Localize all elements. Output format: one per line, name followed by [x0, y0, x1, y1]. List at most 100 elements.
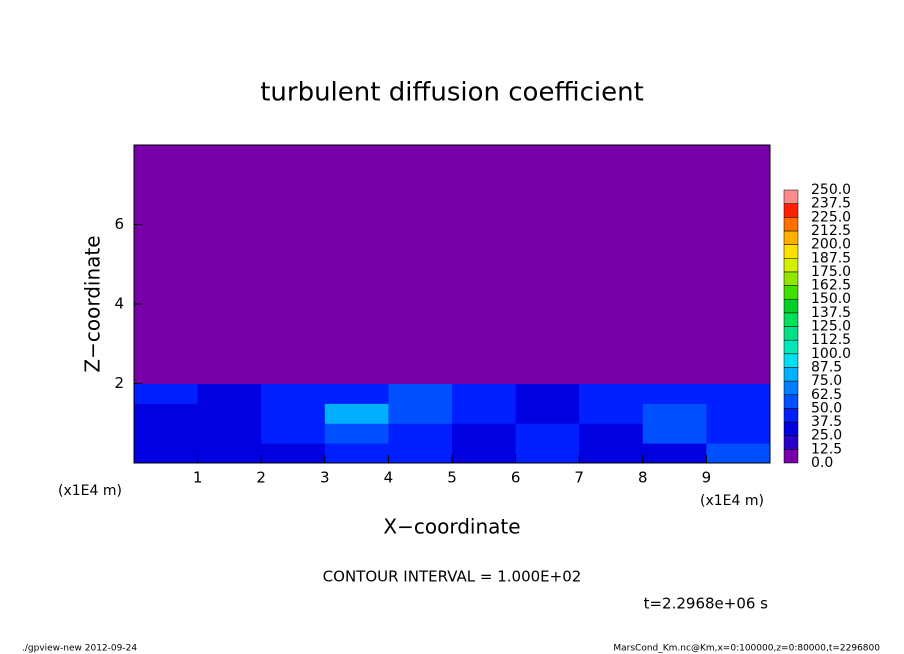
axes: 1 2 3 4 5 6 7 8 9 2 4 6 0.012.525.037.550.062.575.08…	[114, 144, 851, 487]
x-tick-label: 1	[193, 469, 203, 487]
colorbar-label: 212.5	[811, 223, 851, 239]
cell	[261, 145, 326, 384]
cell	[134, 383, 199, 404]
colorbar-label: 25.0	[811, 428, 842, 444]
cell	[134, 423, 199, 444]
x-tick-label: 8	[638, 469, 648, 487]
colorbar-swatch	[783, 312, 799, 327]
cell	[515, 423, 580, 444]
field	[134, 145, 771, 464]
cell	[197, 383, 262, 404]
cell	[515, 403, 580, 424]
footer-left: ./gpview-new 2012-09-24	[22, 644, 137, 654]
cell	[706, 383, 771, 404]
colorbar-swatch	[783, 230, 799, 245]
cell	[452, 145, 517, 384]
cell	[515, 383, 580, 404]
x-unit-left: (x1E4 m)	[58, 483, 122, 499]
colorbar-swatch	[783, 285, 799, 300]
cell	[579, 423, 644, 444]
colorbar-label: 137.5	[811, 305, 851, 321]
colorbar-label: 75.0	[811, 373, 842, 389]
colorbar-swatch	[783, 353, 799, 368]
cell	[261, 403, 326, 424]
cell	[261, 423, 326, 444]
cell	[134, 443, 199, 464]
colorbar-label: 50.0	[811, 400, 842, 416]
x-tick-label: 9	[702, 469, 712, 487]
cell	[579, 443, 644, 464]
cell	[642, 443, 707, 464]
colorbar-swatch	[783, 217, 799, 232]
colorbar-swatch	[783, 339, 799, 355]
cell	[642, 383, 707, 404]
cell	[515, 443, 580, 464]
cell	[452, 423, 517, 444]
cell	[706, 403, 771, 424]
y-tick-label: 6	[114, 215, 124, 233]
colorbar-label: 200.0	[811, 237, 851, 253]
x-tick-label: 2	[256, 469, 266, 487]
colorbar-label: 187.5	[811, 250, 851, 266]
colorbar-swatch	[783, 189, 799, 204]
time-label: t=2.2968e+06 s	[644, 595, 769, 613]
colorbar-swatch	[783, 421, 799, 436]
cell	[706, 423, 771, 444]
colorbar-swatch	[783, 326, 799, 341]
colorbar-swatch	[783, 244, 799, 259]
cell	[324, 423, 389, 444]
cell	[706, 145, 771, 384]
colorbar-swatch	[783, 258, 799, 273]
x-unit-right: (x1E4 m)	[700, 493, 764, 509]
cell	[388, 403, 453, 424]
colorbar-label: 0.0	[811, 455, 833, 471]
cell	[197, 443, 262, 464]
cell	[324, 383, 389, 404]
x-tick-label: 5	[447, 469, 457, 487]
cell	[388, 145, 453, 384]
cell	[642, 423, 707, 444]
x-tick-label: 4	[384, 469, 394, 487]
colorbar-swatch	[783, 394, 799, 409]
x-tick-label: 7	[574, 469, 584, 487]
cell	[579, 383, 644, 404]
cell	[261, 443, 326, 464]
cell	[388, 443, 453, 464]
colorbar-label: 175.0	[811, 264, 851, 280]
y-axis-label: Z−coordinate	[81, 235, 105, 372]
cell	[197, 423, 262, 444]
cell	[134, 145, 199, 384]
cell	[642, 403, 707, 424]
colorbar-swatch	[783, 367, 799, 382]
y-tick-label: 4	[114, 295, 124, 313]
cell	[388, 383, 453, 404]
footer-right: MarsCond_Km.nc@Km,x=0:100000,z=0:80000,t…	[613, 644, 880, 654]
cell	[452, 443, 517, 464]
colorbar-label: 250.0	[811, 182, 851, 198]
x-tick-label: 6	[511, 469, 521, 487]
cell	[261, 383, 326, 404]
colorbar-swatch	[783, 435, 799, 450]
cell	[197, 403, 262, 424]
colorbar-label: 100.0	[811, 346, 851, 362]
colorbar-swatch	[783, 449, 799, 464]
colorbar-swatch	[783, 271, 799, 286]
colorbar-swatch	[783, 298, 799, 314]
cell	[324, 443, 389, 464]
cell	[324, 403, 389, 424]
cell	[197, 145, 262, 384]
colorbar-swatch	[783, 408, 799, 423]
cell	[324, 145, 389, 384]
colorbar-label: 12.5	[811, 441, 842, 457]
colorbar-label: 150.0	[811, 291, 851, 307]
cell	[579, 145, 644, 384]
cell	[134, 403, 199, 424]
x-tick-label: 3	[320, 469, 330, 487]
colorbar-label: 125.0	[811, 319, 851, 335]
colorbar-label: 237.5	[811, 196, 851, 212]
colorbar-label: 112.5	[811, 332, 851, 348]
cell	[515, 145, 580, 384]
y-tick-label: 2	[114, 374, 124, 392]
cell	[579, 403, 644, 424]
chart-title: turbulent diffusion coefficient	[260, 78, 644, 108]
